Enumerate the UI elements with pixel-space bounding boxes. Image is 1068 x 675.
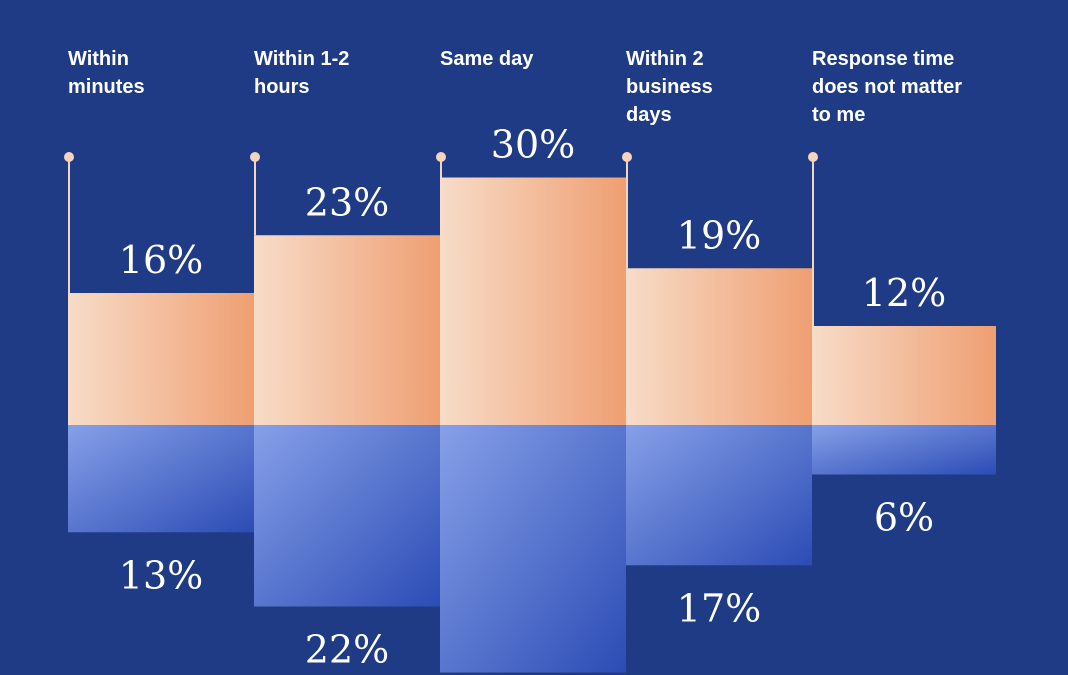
value-label-top: 30% [491, 123, 575, 167]
category-label: Within 2 business days [626, 48, 713, 126]
value-labels: 16% 13% 23% 22% 30% 19% 17% 12% 6% [119, 123, 946, 672]
bar-bottom [440, 425, 626, 673]
category-label: Within 1-2 hours [254, 48, 350, 98]
category-label: Same day [440, 48, 534, 70]
bar-bottom [626, 425, 812, 566]
value-label-top: 16% [119, 238, 203, 282]
marker-dot [250, 152, 260, 162]
marker-dot [622, 152, 632, 162]
bar-bottom [812, 425, 996, 475]
value-label-top: 12% [862, 271, 946, 315]
value-label-top: 23% [305, 180, 389, 224]
value-label-top: 19% [677, 213, 761, 257]
value-label-bottom: 6% [874, 496, 934, 540]
value-label-bottom: 22% [305, 628, 389, 672]
bar-bottom [68, 425, 254, 533]
bar-top [626, 268, 812, 425]
bar-top [440, 177, 626, 425]
value-label-bottom: 17% [677, 586, 761, 630]
bar-top [254, 235, 440, 425]
bar-bottom [254, 425, 440, 607]
value-label-bottom: 13% [119, 553, 203, 597]
bar-top [68, 293, 254, 425]
bars [68, 177, 996, 673]
marker-dot [436, 152, 446, 162]
category-label: Response time does not matter to me [812, 48, 963, 126]
marker-stems [64, 152, 818, 326]
marker-dot [808, 152, 818, 162]
marker-dot [64, 152, 74, 162]
bar-top [812, 326, 996, 425]
category-label: Within minutes [68, 48, 145, 98]
